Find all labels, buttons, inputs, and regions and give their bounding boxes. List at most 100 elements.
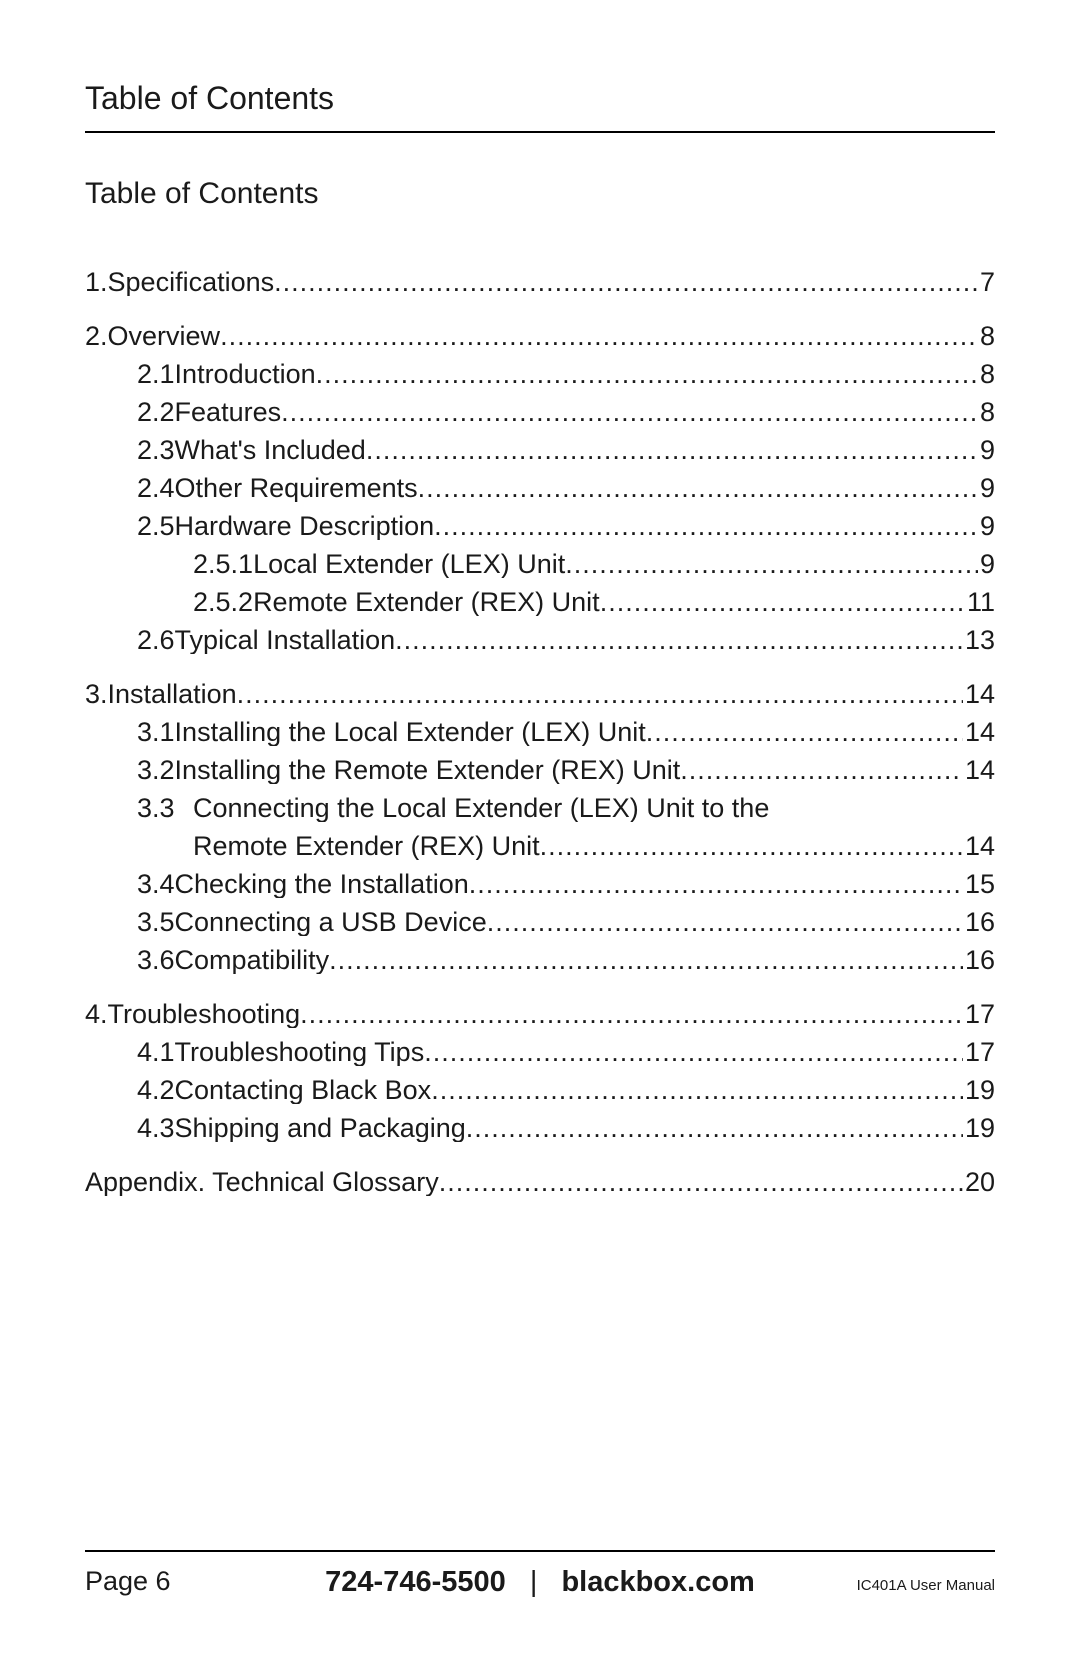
toc-page-number: 16 [963, 909, 995, 936]
toc-label: Connecting the Local Extender (LEX) Unit… [193, 795, 777, 822]
toc-entry: 2.3What's Included 9 [85, 437, 995, 464]
toc-leader-dots [418, 475, 978, 502]
toc-number: 4. [85, 1001, 108, 1028]
toc-label: Installation [108, 681, 237, 708]
toc-entry: Appendix. Technical Glossary 20 [85, 1169, 995, 1196]
toc-label: Local Extender (LEX) Unit [253, 551, 565, 578]
toc-page-number: 13 [963, 627, 995, 654]
toc-page-number: 14 [963, 719, 995, 746]
toc-gap [85, 1142, 995, 1158]
toc-page-number: 20 [963, 1169, 995, 1196]
footer-separator: | [514, 1566, 554, 1598]
toc-number: 3.3 [137, 795, 193, 822]
toc-entry: 3.5Connecting a USB Device 16 [85, 909, 995, 936]
toc-label: Specifications [108, 269, 275, 296]
toc-leader-dots [366, 437, 978, 464]
toc-number: 2.5 [137, 513, 175, 540]
toc-entry: Remote Extender (REX) Unit 14 [85, 833, 995, 860]
toc-entry: 1.Specifications 7 [85, 269, 995, 296]
toc-number: 3.2 [137, 757, 175, 784]
toc-label: Installing the Local Extender (LEX) Unit [175, 719, 646, 746]
toc-entry: 2.1Introduction 8 [85, 361, 995, 388]
toc-page-number: 8 [978, 323, 995, 350]
toc-label: Checking the Installation [175, 871, 469, 898]
toc-number: 2.3 [137, 437, 175, 464]
toc-entry: 3.3Connecting the Local Extender (LEX) U… [85, 795, 995, 822]
toc-entry: 2.5.1Local Extender (LEX) Unit9 [85, 551, 995, 578]
toc-leader-dots [281, 399, 978, 426]
footer-phone: 724-746-5500 [325, 1566, 506, 1598]
toc-label: Connecting a USB Device [175, 909, 487, 936]
toc-page-number: 8 [978, 399, 995, 426]
toc-number: 2.1 [137, 361, 175, 388]
toc-entry: 3.4Checking the Installation 15 [85, 871, 995, 898]
toc-label: Introduction [175, 361, 316, 388]
toc-entry: 4.3Shipping and Packaging 19 [85, 1115, 995, 1142]
toc-number: 3. [85, 681, 108, 708]
toc-number: 2.5.2 [193, 589, 253, 616]
toc-entry: 4.Troubleshooting17 [85, 1001, 995, 1028]
toc-label: Overview [108, 323, 221, 350]
toc-number: 3.5 [137, 909, 175, 936]
toc-number: 3.1 [137, 719, 175, 746]
toc-entry: 2.6Typical Installation13 [85, 627, 995, 654]
toc-label: Remote Extender (REX) Unit [253, 589, 600, 616]
toc-label: Compatibility [175, 947, 330, 974]
toc-number: 2.2 [137, 399, 175, 426]
toc-number: 1. [85, 269, 108, 296]
toc-gap [85, 296, 995, 312]
toc-leader-dots [300, 1001, 963, 1028]
toc-page-number: 8 [978, 361, 995, 388]
toc-label: Other Requirements [175, 475, 418, 502]
toc-leader-dots [424, 1039, 963, 1066]
toc-page-number: 14 [963, 681, 995, 708]
toc-label: Troubleshooting [108, 1001, 301, 1028]
toc-page-number: 19 [963, 1077, 995, 1104]
toc-entry: 3.6Compatibility16 [85, 947, 995, 974]
toc-entry: 2.5.2Remote Extender (REX) Unit 11 [85, 589, 995, 616]
toc-label: Remote Extender (REX) Unit [193, 833, 540, 860]
toc-page-number: 9 [978, 513, 995, 540]
toc-number: 3.4 [137, 871, 175, 898]
footer-site: blackbox.com [561, 1566, 754, 1598]
toc-label: Appendix. Technical Glossary [85, 1169, 439, 1196]
toc-entry: 2.4Other Requirements 9 [85, 475, 995, 502]
toc-entry: 3.1Installing the Local Extender (LEX) U… [85, 719, 995, 746]
toc-entry: 2.Overview8 [85, 323, 995, 350]
toc-label: Installing the Remote Extender (REX) Uni… [175, 757, 681, 784]
toc-leader-dots [434, 513, 978, 540]
toc-page-number: 14 [963, 833, 995, 860]
toc-page-number: 9 [978, 437, 995, 464]
footer-page-number: Page 6 [85, 1566, 171, 1597]
toc-leader-dots [646, 719, 963, 746]
toc-number: 2.6 [137, 627, 175, 654]
toc-page-number: 14 [963, 757, 995, 784]
page-sub-title: Table of Contents [85, 177, 995, 211]
toc-entry: 3.Installation 14 [85, 681, 995, 708]
toc-gap [85, 654, 995, 670]
toc-label: Shipping and Packaging [175, 1115, 466, 1142]
toc-leader-dots [466, 1115, 963, 1142]
toc-number: 3.6 [137, 947, 175, 974]
toc-number: 2.4 [137, 475, 175, 502]
toc-page-number: 15 [963, 871, 995, 898]
toc-label: What's Included [175, 437, 366, 464]
toc-number: 4.3 [137, 1115, 175, 1142]
toc-page-number: 11 [965, 589, 995, 616]
page: Table of Contents Table of Contents 1.Sp… [0, 0, 1080, 1669]
toc-leader-dots [565, 551, 978, 578]
toc-entry: 4.1Troubleshooting Tips17 [85, 1039, 995, 1066]
toc-label: Contacting Black Box [175, 1077, 432, 1104]
toc-page-number: 7 [978, 269, 995, 296]
toc-entry: 3.2Installing the Remote Extender (REX) … [85, 757, 995, 784]
page-footer: Page 6 724-746-5500 | blackbox.com IC401… [85, 1550, 995, 1597]
toc-leader-dots [540, 833, 963, 860]
toc-label: Hardware Description [175, 513, 435, 540]
toc-leader-dots [274, 269, 978, 296]
table-of-contents: 1.Specifications72.Overview82.1Introduct… [85, 269, 995, 1196]
toc-number: 4.2 [137, 1077, 175, 1104]
toc-page-number: 9 [978, 475, 995, 502]
toc-page-number: 9 [978, 551, 995, 578]
toc-leader-dots [237, 681, 963, 708]
toc-page-number: 19 [963, 1115, 995, 1142]
